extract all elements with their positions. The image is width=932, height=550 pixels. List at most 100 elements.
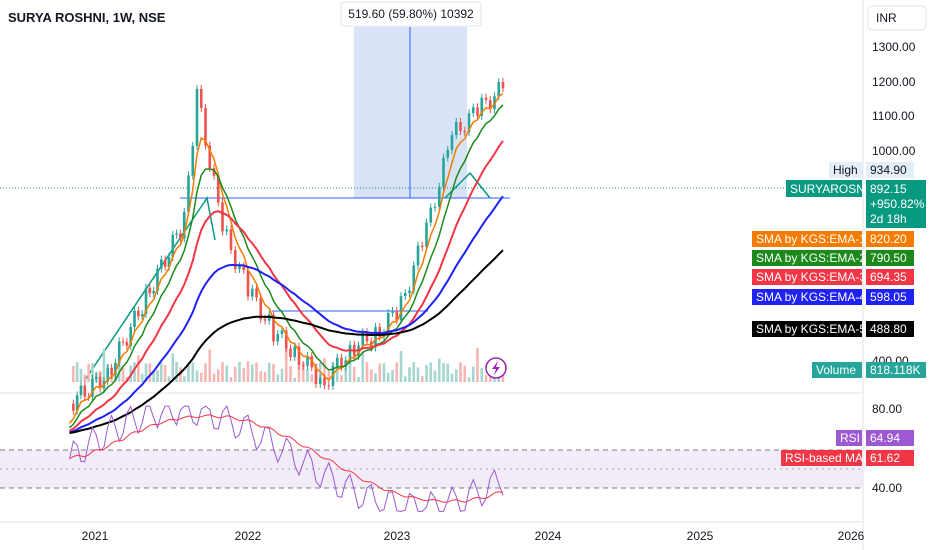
ema-tag-value: 820.20 [870,232,907,246]
candle-body [484,97,488,101]
candle-body [114,362,117,375]
candle-body [297,346,301,366]
volume-bar [340,375,343,382]
ema-tag-value-bg [866,289,914,305]
volume-bar [179,367,182,382]
candle-body [212,167,216,176]
candle-body [87,396,90,398]
candle-body [399,296,403,321]
ema-tag-label-bg [752,289,862,305]
volume-bar [374,373,377,382]
candle-body [403,293,407,297]
ema-tag-label: SMA by KGS:EMA-3 [756,270,866,284]
volume-bar [459,362,462,382]
symbol-name: SURYAROSNI [790,182,868,196]
volume-bar [484,375,488,382]
candle-body [374,327,377,348]
volume-bar [382,363,386,382]
candle-body [160,259,163,269]
volume-bar [408,367,411,382]
candle-body [276,333,280,342]
candle-body [289,348,292,357]
volume-value-bg [866,362,926,378]
ema-tag-value-bg [866,321,914,337]
volume-bar [156,370,159,382]
candle-body [117,341,121,363]
ema-tags: SMA by KGS:EMA-1 820.20 SMA by KGS:EMA-2 79… [752,231,914,337]
volume-bar [272,364,275,382]
candle-body [110,367,113,375]
ema-tag-label-bg [752,250,862,266]
volume-bar [335,364,339,382]
candle-body [391,310,394,313]
volume-bar [344,367,348,382]
candle-body [98,376,102,389]
volume-bar [476,348,479,382]
currency-box[interactable] [867,5,927,31]
volume-bar [399,351,403,382]
volume-label: Volume [816,363,856,377]
volume-bar [348,362,352,382]
high-label: High [833,163,858,177]
volume-label-bg [812,362,862,378]
volume-bar [437,358,441,382]
volume-bar [378,363,382,382]
candle-body [199,88,203,108]
time-tick: 2025 [687,529,714,543]
volume-bar [416,367,420,382]
ema-tag-label: SMA by KGS:EMA-1 [756,232,866,246]
candle-body [255,288,258,298]
symbol-name-bg [786,180,862,197]
candle-body [454,122,458,136]
time-tick: 2023 [384,529,411,543]
volume-bar [463,365,467,382]
candle-body [182,211,186,239]
volume-bar [310,374,314,382]
volume-bar [148,363,152,382]
pattern-line-left[interactable] [84,196,216,381]
volume-bar [171,353,175,382]
candle-body [476,107,479,116]
candle-body [471,107,475,114]
volume-bar [102,348,106,382]
symbol-price: 892.15 [870,182,907,196]
ema-tag-value: 694.35 [870,270,907,284]
volume-bar [357,376,360,382]
volume-bar [175,362,178,382]
volume-bar [144,363,148,382]
candle-body [301,365,305,367]
volume-bar [467,377,471,382]
candle-body [106,367,110,381]
volume-bar [403,376,407,382]
volume-bar [280,368,284,382]
candle-body [272,314,275,342]
volume-value: 818.118K [870,363,921,377]
ema-tag-label-bg [752,231,862,247]
candle-body [425,222,428,248]
price-tick: 1000.00 [872,144,916,158]
candle-body [463,130,467,133]
ema-tag-label: SMA by KGS:EMA-4 [756,290,866,304]
high-value-bg [866,162,914,178]
rsi-ma-label: RSI-based MA [785,451,863,465]
candle-body [293,346,297,357]
ema-line [68,92,504,424]
volume-bar [450,373,454,382]
candle-body [386,312,390,333]
volume-bar [433,370,437,382]
ema-line [69,249,504,434]
candle-body [480,97,484,116]
rsi-line [69,405,504,513]
candle-body [163,259,167,267]
volume-bar [306,368,309,382]
volume-bar [297,366,301,382]
price-tick: 1100.00 [872,109,915,123]
lightning-glyph [492,361,500,375]
candle-body [429,207,433,223]
candle-body [179,233,182,239]
candle-body [148,287,152,294]
candle-body [216,175,220,203]
volume-bar [429,362,433,382]
candle-body [408,290,411,294]
